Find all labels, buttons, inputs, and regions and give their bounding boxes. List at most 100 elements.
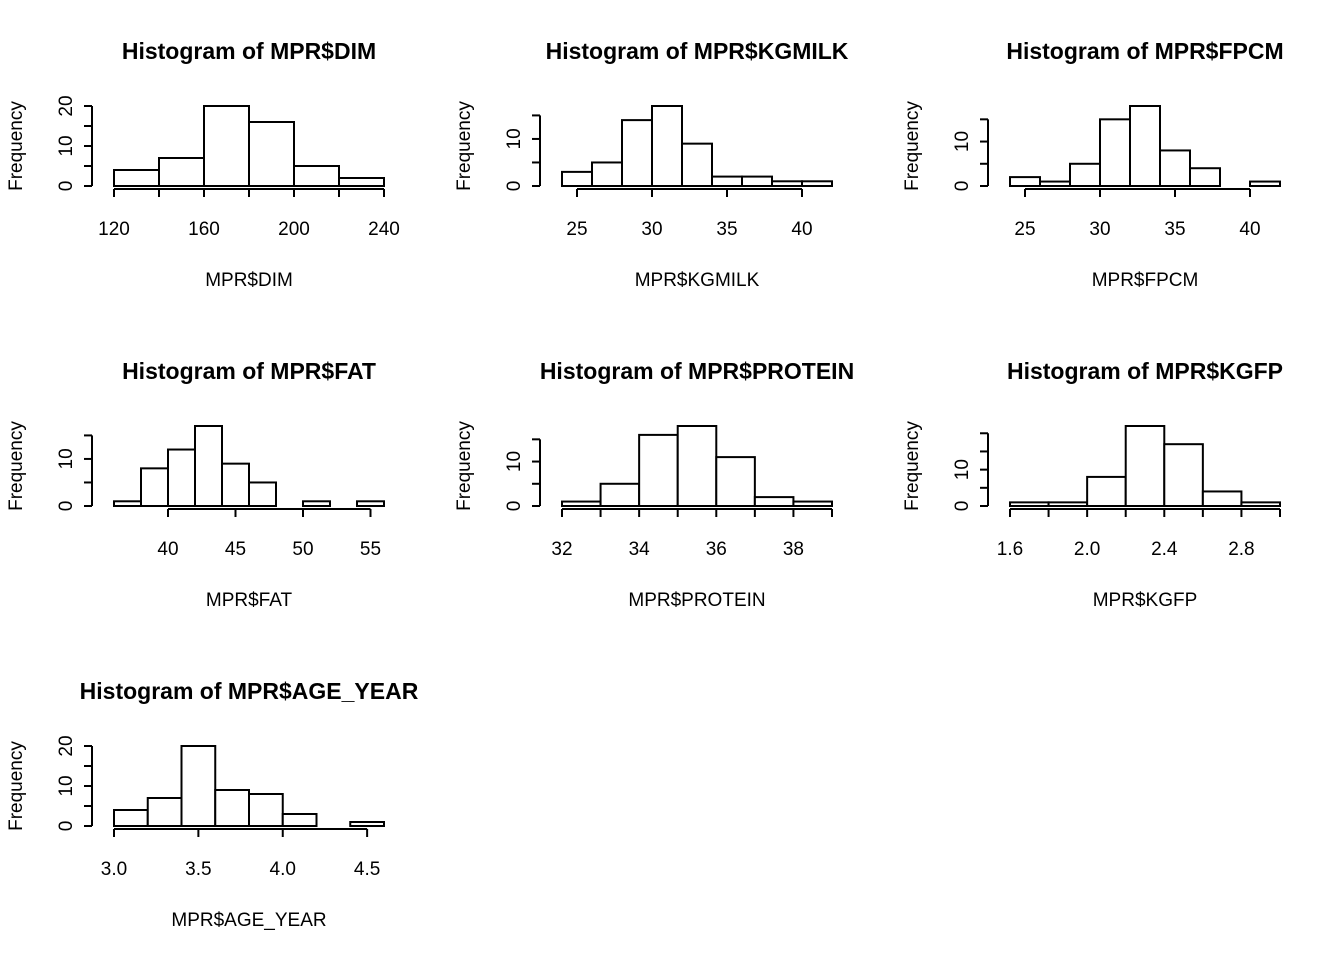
y-tick-label: 0: [952, 501, 973, 512]
bar: [167, 448, 196, 508]
y-axis-label: Frequency: [902, 421, 923, 511]
bar: [651, 105, 683, 187]
x-tick-label: 35: [1164, 219, 1185, 240]
bar: [1163, 443, 1204, 508]
chart-title: Histogram of MPR$KGMILK: [546, 38, 849, 64]
bar: [140, 467, 169, 507]
bar: [1009, 176, 1041, 188]
x-tick-label: 35: [716, 219, 737, 240]
y-axis-label: Frequency: [902, 101, 923, 191]
bar: [621, 119, 653, 187]
bar: [281, 813, 318, 827]
chart-title: Histogram of MPR$PROTEIN: [540, 358, 854, 384]
bar: [203, 105, 250, 187]
y-tick-label: 10: [56, 448, 77, 469]
x-tick-label: 2.4: [1151, 539, 1178, 560]
x-tick-label: 45: [225, 539, 246, 560]
x-tick-label: 40: [1239, 219, 1260, 240]
bar: [293, 165, 340, 187]
x-tick-label: 25: [1014, 219, 1035, 240]
chart-title: Histogram of MPR$KGFP: [1007, 358, 1283, 384]
y-tick-label: 0: [952, 181, 973, 192]
x-tick-label: 30: [1089, 219, 1110, 240]
y-tick-label: 10: [504, 128, 525, 149]
bar: [681, 142, 713, 188]
x-tick-label: 3.0: [101, 859, 127, 880]
bar: [1201, 490, 1243, 508]
bar: [1240, 501, 1282, 508]
y-axis-label: Frequency: [454, 421, 475, 511]
x-axis-label: MPR$FAT: [206, 590, 293, 611]
bar: [1086, 475, 1127, 507]
bar: [599, 482, 641, 507]
x-tick-label: 36: [706, 539, 727, 560]
bar: [1039, 180, 1071, 188]
bar: [214, 789, 250, 827]
y-axis-label: Frequency: [6, 421, 27, 511]
x-tick-label: 25: [566, 219, 587, 240]
y-tick-label: 0: [504, 181, 525, 192]
x-tick-label: 3.5: [185, 859, 211, 880]
chart-title: Histogram of MPR$AGE_YEAR: [80, 678, 419, 704]
bar: [638, 433, 679, 507]
bar: [561, 500, 602, 507]
y-tick-label: 10: [952, 459, 973, 480]
bar: [113, 809, 149, 827]
bar: [792, 500, 834, 507]
x-tick-label: 4.5: [354, 859, 380, 880]
x-tick-label: 55: [360, 539, 381, 560]
bar: [1129, 105, 1161, 187]
x-tick-label: 50: [292, 539, 313, 560]
y-axis-label: Frequency: [6, 741, 27, 831]
y-tick-label: 0: [504, 501, 525, 512]
y-axis-label: Frequency: [6, 101, 27, 191]
x-tick-label: 34: [629, 539, 651, 560]
bar: [248, 121, 295, 187]
x-tick-label: 200: [278, 219, 310, 240]
bar: [1099, 118, 1131, 187]
bar: [113, 169, 160, 187]
x-tick-label: 120: [98, 219, 130, 240]
bar: [676, 425, 718, 507]
bar: [349, 821, 385, 827]
y-tick-label: 10: [504, 451, 525, 472]
y-tick-label: 0: [56, 501, 77, 512]
chart-title: Histogram of MPR$DIM: [122, 38, 376, 64]
bar: [1249, 180, 1281, 188]
bar: [1069, 162, 1101, 187]
x-axis-label: MPR$AGE_YEAR: [171, 910, 326, 931]
x-axis-label: MPR$FPCM: [1092, 270, 1199, 291]
x-tick-label: 160: [188, 219, 220, 240]
bar: [146, 797, 183, 827]
bar: [302, 500, 331, 508]
x-tick-label: 38: [783, 539, 804, 560]
bar: [711, 175, 743, 188]
bar: [771, 180, 803, 187]
bar: [356, 500, 385, 508]
y-tick-label: 10: [952, 131, 973, 152]
y-axis-label: Frequency: [454, 101, 475, 191]
bar: [753, 496, 795, 508]
bar: [194, 425, 223, 507]
y-tick-label: 20: [56, 95, 77, 116]
bar: [715, 456, 756, 508]
bar: [591, 161, 623, 187]
bar: [180, 745, 217, 827]
y-tick-label: 0: [56, 821, 77, 832]
bar: [113, 500, 142, 508]
y-tick-label: 10: [56, 775, 77, 796]
x-tick-label: 32: [551, 539, 572, 560]
bar: [561, 170, 593, 188]
y-tick-label: 0: [56, 181, 77, 192]
bar: [248, 481, 277, 507]
chart-title: Histogram of MPR$FAT: [122, 358, 376, 384]
y-tick-label: 20: [56, 735, 77, 756]
bar: [1009, 501, 1050, 508]
bar: [1189, 167, 1221, 188]
bar: [338, 177, 385, 187]
x-tick-label: 40: [157, 539, 178, 560]
x-tick-label: 2.0: [1074, 539, 1100, 560]
x-tick-label: 2.8: [1228, 539, 1254, 560]
bar: [1159, 149, 1191, 187]
